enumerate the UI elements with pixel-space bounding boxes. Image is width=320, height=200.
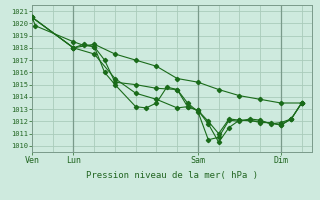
X-axis label: Pression niveau de la mer( hPa ): Pression niveau de la mer( hPa ) [86, 171, 258, 180]
